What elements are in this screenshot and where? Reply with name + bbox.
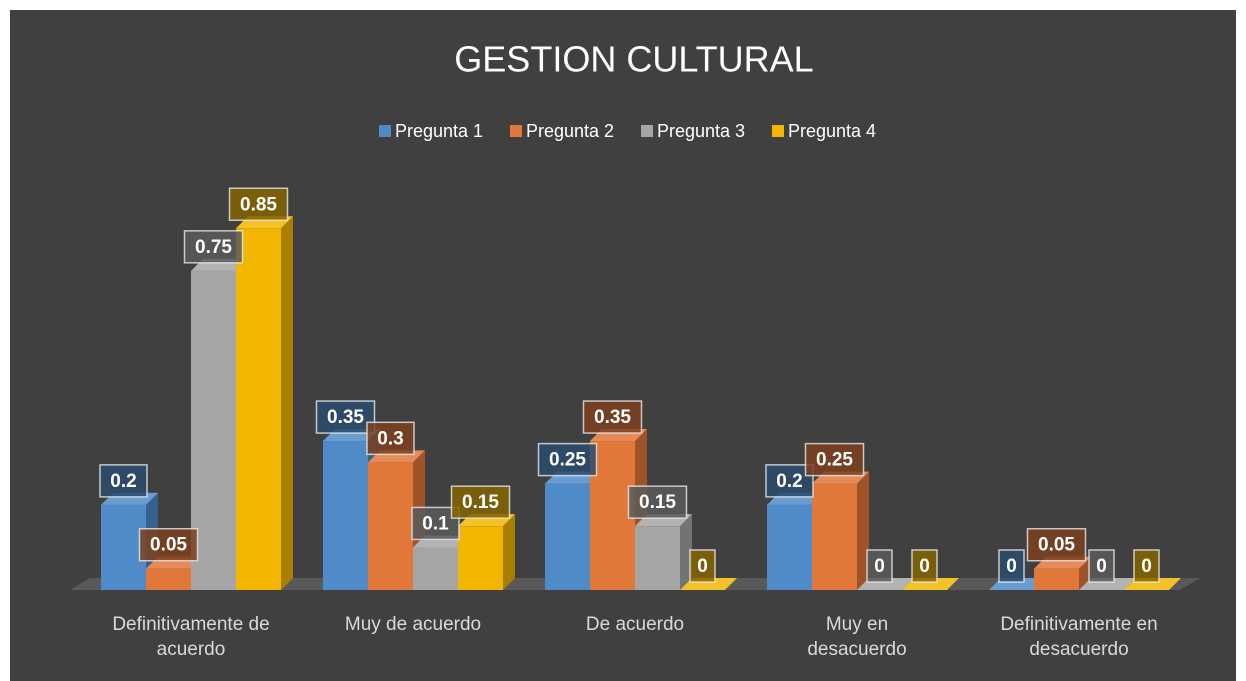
legend-swatch: [510, 125, 522, 137]
data-label-box: [1026, 527, 1087, 562]
data-label-box: [1133, 549, 1160, 583]
data-label: 0: [874, 556, 885, 577]
data-label: 0.35: [327, 407, 364, 428]
bar-front: [413, 547, 458, 590]
bar-side: [857, 471, 869, 590]
data-label: 0: [697, 556, 708, 577]
legend-label: Pregunta 3: [657, 121, 745, 141]
bar-front: [812, 483, 857, 590]
data-label: 0.3: [377, 428, 403, 449]
bar-front: [101, 504, 146, 590]
data-label: 0: [1096, 556, 1107, 577]
data-label: 0.2: [110, 471, 136, 492]
bar-front: [635, 526, 680, 590]
bar-side: [281, 216, 293, 590]
data-label: 0: [919, 556, 930, 577]
bar: [458, 514, 515, 590]
data-label-box: [315, 400, 376, 434]
bar-front: [545, 483, 590, 590]
data-label: 0.25: [549, 450, 586, 471]
data-label: 0.85: [240, 194, 277, 215]
data-label: 0.25: [816, 450, 853, 471]
legend-label: Pregunta 2: [526, 121, 614, 141]
chart-title: GESTION CULTURAL: [454, 39, 813, 80]
data-label: 0.35: [594, 407, 631, 428]
x-tick-label: Definitivamente de acuerdo: [112, 614, 270, 660]
data-label-box: [99, 464, 148, 498]
data-label: 0.05: [150, 535, 187, 556]
data-label-box: [689, 549, 716, 583]
legend-label: Pregunta 1: [395, 121, 483, 141]
data-label: 0: [1141, 556, 1152, 577]
bar-front: [323, 441, 368, 590]
x-tick-label: Muy de acuerdo: [344, 614, 482, 635]
bar: [368, 450, 425, 590]
data-label-box: [866, 549, 893, 583]
data-label: 0.15: [639, 492, 676, 513]
x-tick-label: De acuerdo: [585, 614, 685, 635]
data-label-box: [582, 400, 643, 434]
data-label-box: [450, 485, 511, 519]
bar-side: [1079, 556, 1091, 590]
bar-front: [590, 441, 635, 590]
x-tick-label: Definitivamente en desacuerdo: [1000, 614, 1158, 660]
data-label-box: [911, 549, 938, 583]
data-label: 0.2: [776, 471, 802, 492]
bar-front: [1034, 568, 1079, 590]
data-label-box: [228, 187, 289, 222]
data-label-box: [537, 442, 598, 477]
data-label-box: [138, 527, 199, 562]
data-label-box: [998, 549, 1025, 583]
data-label: 0.75: [195, 237, 232, 258]
legend-swatch: [772, 125, 784, 137]
data-label-box: [411, 506, 460, 541]
data-label-box: [1088, 549, 1115, 583]
legend-swatch: [641, 125, 653, 137]
bar: [236, 216, 293, 590]
bar-side: [680, 514, 692, 590]
data-label: 0.1: [422, 513, 449, 534]
data-label: 0: [1006, 556, 1017, 577]
bar-front: [236, 228, 281, 590]
data-label-box: [627, 485, 688, 519]
bar: [1034, 556, 1091, 590]
data-label-box: [366, 421, 415, 456]
data-label: 0.05: [1038, 535, 1075, 556]
bar: [635, 514, 692, 590]
bar-front: [458, 526, 503, 590]
bar-front: [767, 504, 812, 590]
legend-label: Pregunta 4: [788, 121, 876, 141]
data-label-box: [804, 442, 865, 477]
data-label: 0.15: [462, 492, 499, 513]
x-tick-label: Muy en desacuerdo: [807, 614, 907, 660]
data-label-box: [183, 230, 244, 264]
legend-swatch: [379, 125, 391, 137]
bar-front: [191, 270, 236, 590]
bar-side: [503, 514, 515, 590]
bar-front: [368, 462, 413, 590]
bar-front: [146, 568, 191, 590]
bar: [812, 471, 869, 590]
